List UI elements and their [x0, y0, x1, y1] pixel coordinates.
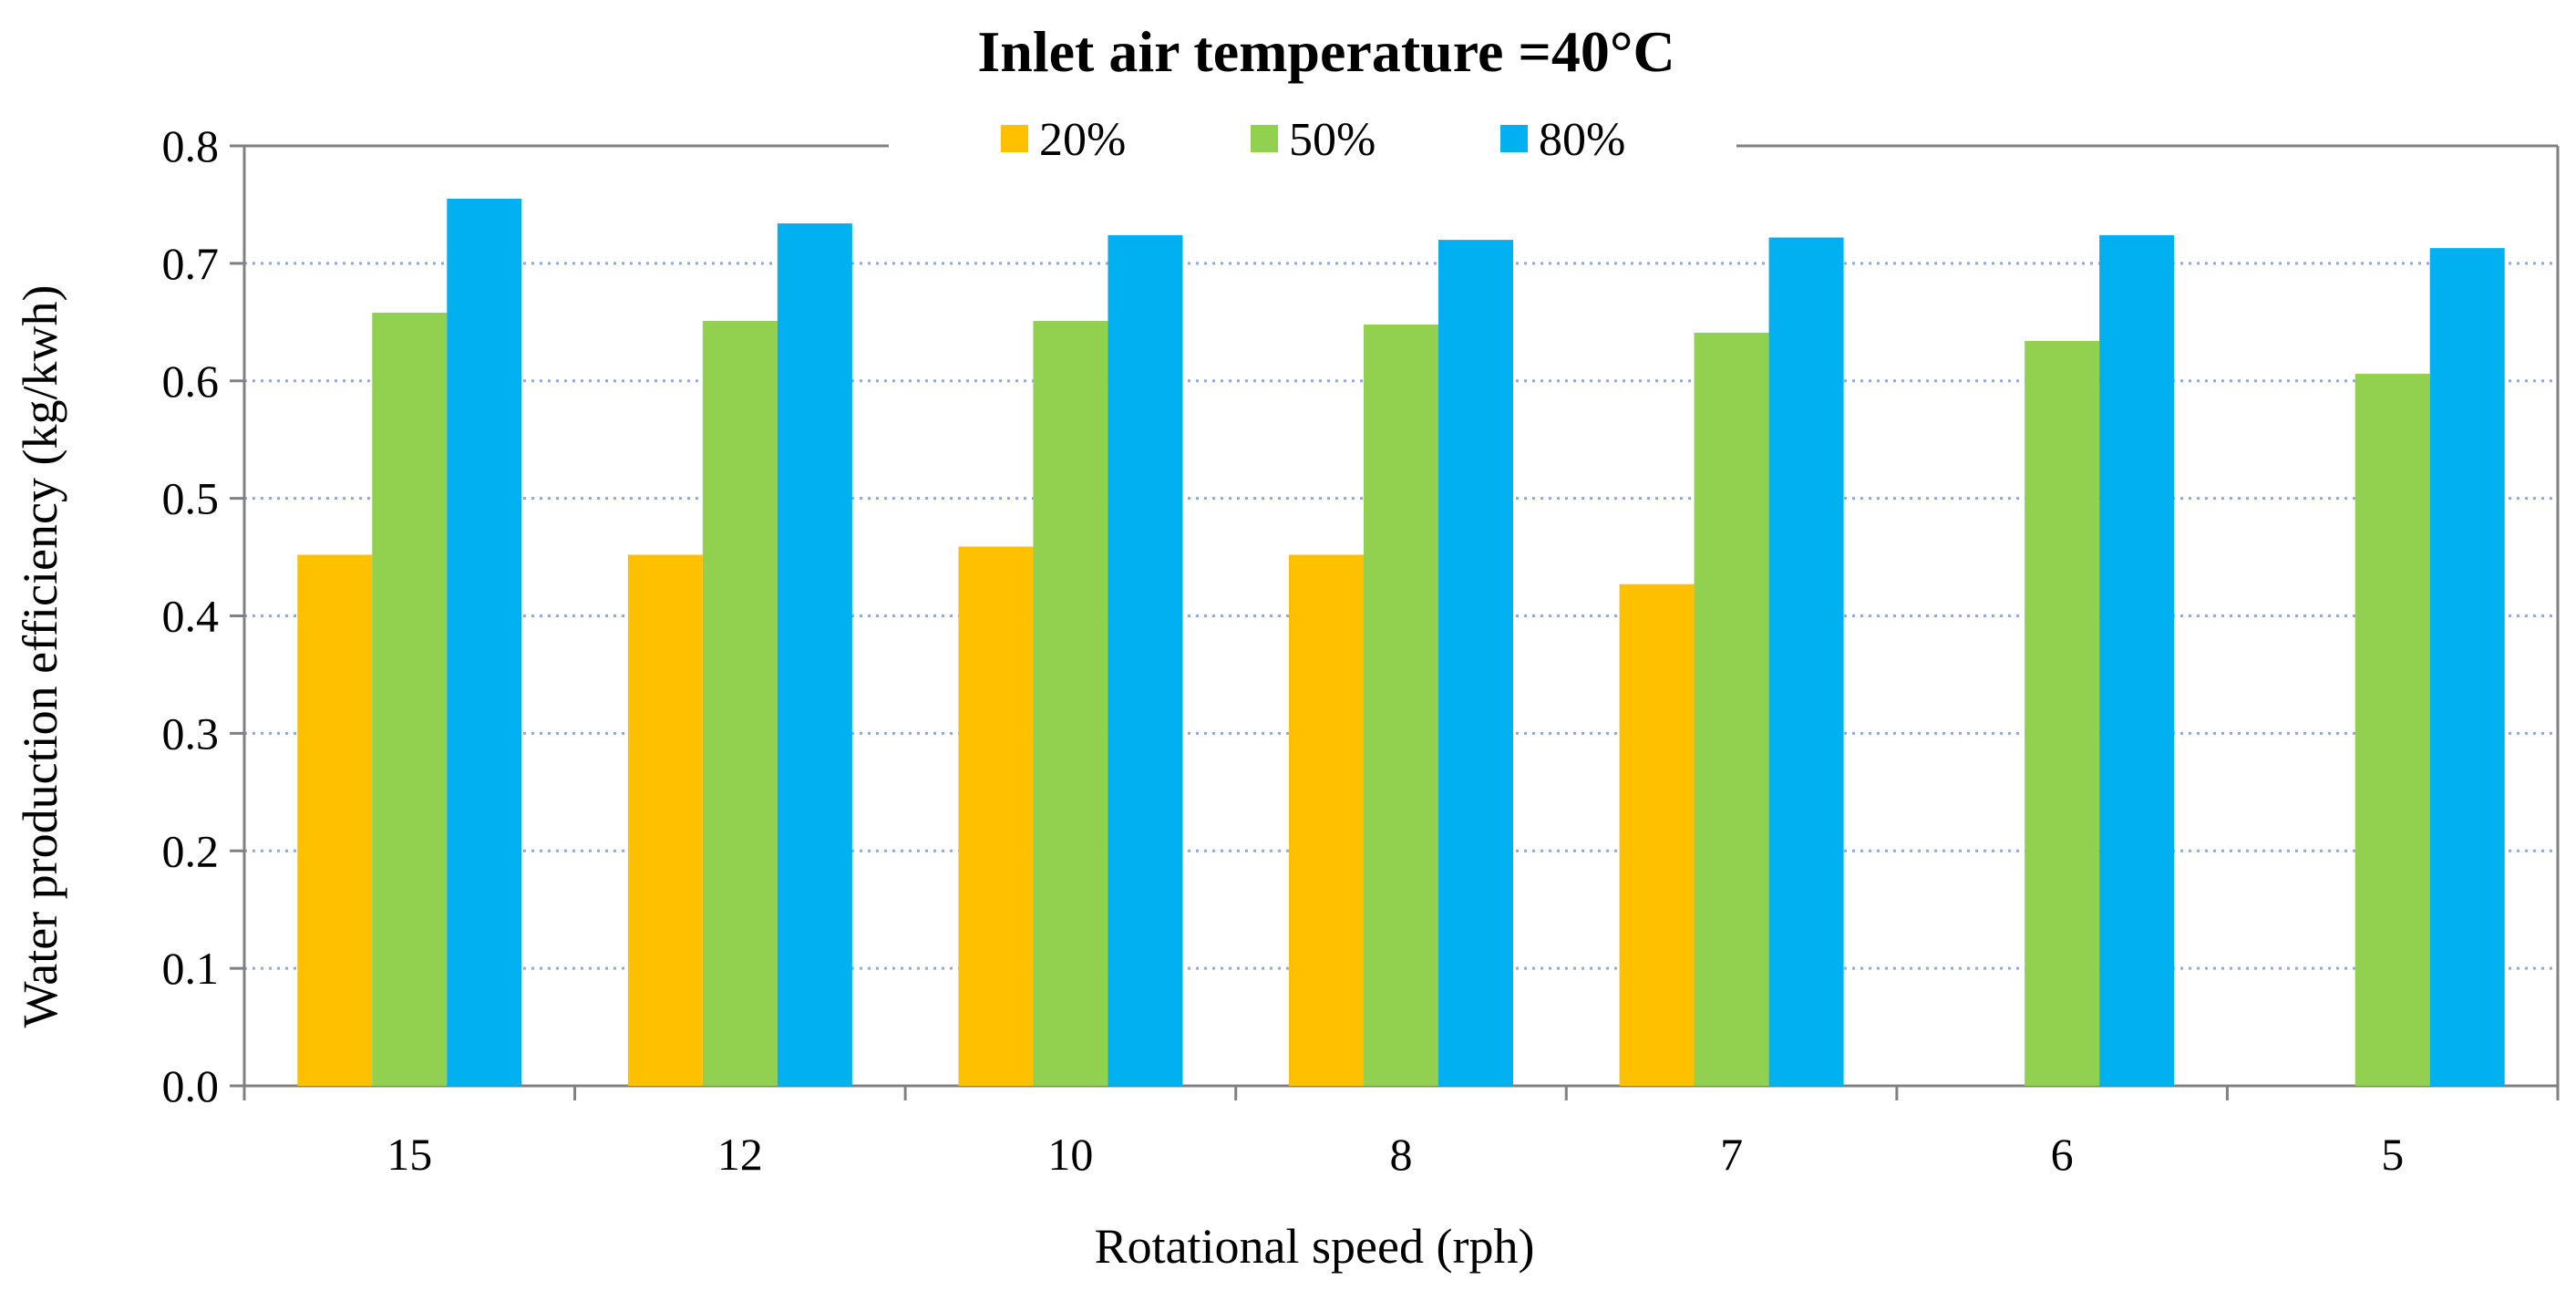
bar-50pct-8: [1364, 324, 1438, 1086]
y-tick-label: 0.7: [162, 238, 220, 289]
bar-80pct-6: [2099, 234, 2175, 1086]
bar-50pct-12: [702, 321, 778, 1086]
y-tick-label: 0.5: [162, 473, 220, 524]
bar-50pct-7: [1694, 332, 1769, 1086]
bar-20pct-15: [297, 554, 373, 1086]
legend-label: 50%: [1289, 114, 1376, 166]
legend-background: [889, 108, 1736, 184]
bar-20pct-12: [627, 554, 703, 1086]
bar-50pct-6: [2025, 340, 2100, 1086]
legend-swatch: [1251, 125, 1278, 152]
bar-80pct-7: [1768, 237, 1844, 1087]
bar-20pct-10: [958, 546, 1034, 1086]
x-tick-label: 8: [1390, 1129, 1413, 1180]
x-tick-label: 7: [1720, 1129, 1743, 1180]
bar-20pct-8: [1289, 554, 1364, 1086]
bar-80pct-15: [447, 198, 522, 1086]
x-tick-label: 15: [386, 1129, 432, 1180]
y-tick-label: 0.3: [162, 707, 220, 759]
x-tick-label: 10: [1047, 1129, 1093, 1180]
x-tick-label: 5: [2381, 1129, 2404, 1180]
bar-50pct-10: [1033, 321, 1108, 1086]
bar-50pct-15: [372, 313, 448, 1086]
y-tick-label: 0.4: [162, 591, 220, 642]
chart-title: Inlet air temperature =40°C: [977, 19, 1674, 84]
y-tick-label: 0.1: [162, 943, 220, 994]
y-tick-label: 0.0: [162, 1060, 220, 1111]
bar-50pct-5: [2354, 374, 2430, 1087]
x-axis-title: Rotational speed (rph): [1095, 1219, 1535, 1274]
legend-label: 80%: [1539, 114, 1625, 166]
y-tick-label: 0.2: [162, 825, 220, 876]
legend-label: 20%: [1039, 114, 1126, 166]
y-axis-title: Water production efficiency (kg/kwh): [13, 285, 67, 1028]
legend-swatch: [1500, 125, 1528, 152]
x-tick-label: 6: [2051, 1129, 2074, 1180]
legend: 20% 50% 80%: [889, 108, 1736, 184]
y-tick-label: 0.6: [162, 356, 220, 407]
bar-20pct-7: [1619, 583, 1695, 1086]
y-tick-label: 0.8: [162, 120, 220, 171]
bar-80pct-12: [777, 223, 852, 1086]
bar-80pct-10: [1108, 234, 1183, 1086]
bar-80pct-8: [1438, 240, 1513, 1087]
bar-80pct-5: [2429, 248, 2505, 1087]
tick-labels: 0.0 0.1 0.2 0.3 0.4 0.5 0.6 0.7 0.8 15 12 10 8 7 6 5: [162, 120, 2405, 1180]
x-tick-label: 12: [717, 1129, 763, 1180]
legend-swatch: [1001, 125, 1028, 152]
bars: [297, 198, 2505, 1087]
